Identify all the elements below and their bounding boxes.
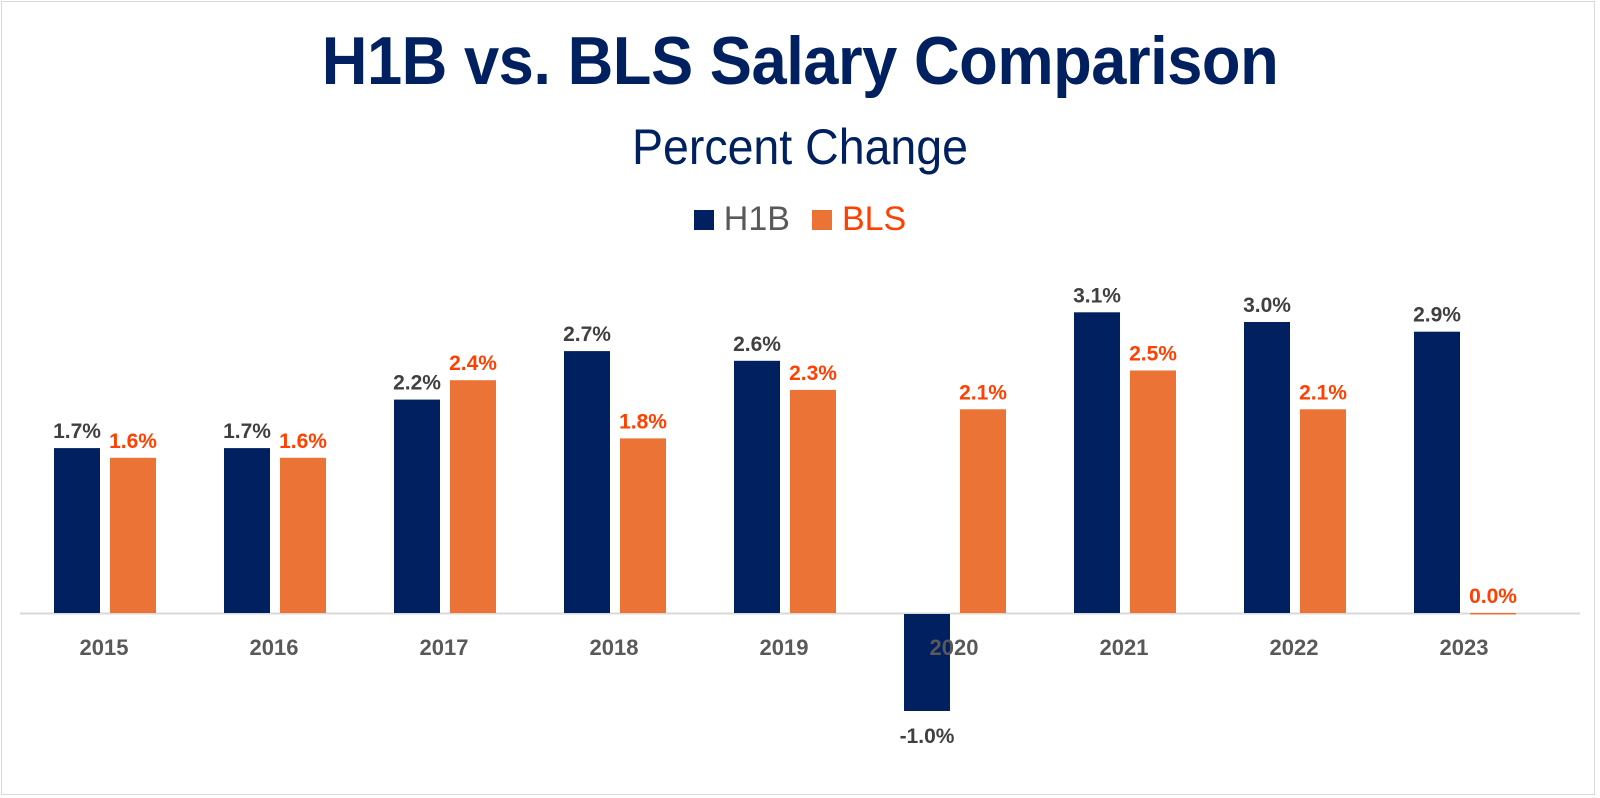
x-tick-label-2020: 2020 (930, 635, 979, 660)
legend-label-bls: BLS (841, 200, 907, 238)
data-label-bls-2020: 2.1% (959, 381, 1007, 404)
bar-h1b-2022[interactable] (1244, 322, 1290, 613)
x-tick-label-2021: 2021 (1100, 635, 1149, 660)
data-label-bls-2022: 2.1% (1299, 381, 1347, 404)
bar-h1b-2015[interactable] (54, 448, 100, 613)
bar-bls-2021[interactable] (1130, 370, 1176, 614)
data-label-h1b-2021: 3.1% (1073, 284, 1121, 307)
x-tick-label-2019: 2019 (760, 635, 809, 660)
bar-h1b-2021[interactable] (1074, 312, 1120, 613)
bar-bls-2020[interactable] (960, 409, 1006, 613)
bar-bls-2023[interactable] (1470, 613, 1516, 615)
bar-h1b-2016[interactable] (224, 448, 270, 613)
bar-bls-2018[interactable] (620, 438, 666, 613)
x-tick-label-2018: 2018 (590, 635, 639, 660)
bar-bls-2022[interactable] (1300, 409, 1346, 613)
data-label-h1b-2019: 2.6% (733, 333, 781, 356)
data-label-h1b-2020: -1.0% (900, 725, 955, 748)
legend-swatch-h1b (693, 209, 714, 230)
bar-h1b-2017[interactable] (394, 399, 440, 613)
data-label-h1b-2023: 2.9% (1413, 304, 1461, 327)
legend: H1B BLS (0, 200, 1600, 239)
chart-subtitle: Percent Change (631, 119, 969, 175)
bar-h1b-2018[interactable] (564, 351, 610, 613)
x-tick-label-2015: 2015 (80, 635, 129, 660)
legend-item-bls[interactable]: BLS (811, 200, 907, 239)
data-label-bls-2015: 1.6% (109, 430, 157, 453)
bar-h1b-2020[interactable] (904, 614, 950, 711)
legend-swatch-bls (811, 209, 832, 230)
data-label-bls-2019: 2.3% (789, 362, 837, 385)
data-label-h1b-2022: 3.0% (1243, 294, 1291, 317)
data-label-h1b-2016: 1.7% (223, 420, 271, 443)
legend-label-h1b: H1B (723, 200, 790, 238)
x-tick-label-2022: 2022 (1270, 635, 1319, 660)
chart-title: H1B vs. BLS Salary Comparison (321, 23, 1279, 99)
data-label-bls-2016: 1.6% (279, 430, 327, 453)
data-label-bls-2021: 2.5% (1129, 343, 1177, 366)
x-tick-label-2017: 2017 (420, 635, 469, 660)
x-tick-label-2023: 2023 (1440, 635, 1489, 660)
legend-item-h1b[interactable]: H1B (693, 200, 790, 239)
bar-bls-2015[interactable] (110, 457, 156, 613)
bar-bls-2017[interactable] (450, 380, 496, 613)
data-label-h1b-2017: 2.2% (393, 372, 441, 395)
x-tick-label-2016: 2016 (250, 635, 299, 660)
data-label-bls-2023: 0.0% (1469, 585, 1517, 608)
bar-h1b-2019[interactable] (734, 360, 780, 613)
data-label-h1b-2018: 2.7% (563, 323, 611, 346)
bar-bls-2019[interactable] (790, 389, 836, 613)
data-label-bls-2017: 2.4% (449, 352, 497, 375)
data-label-h1b-2015: 1.7% (53, 420, 101, 443)
data-label-bls-2018: 1.8% (619, 410, 667, 433)
bar-bls-2016[interactable] (280, 457, 326, 613)
bar-h1b-2023[interactable] (1414, 331, 1460, 613)
